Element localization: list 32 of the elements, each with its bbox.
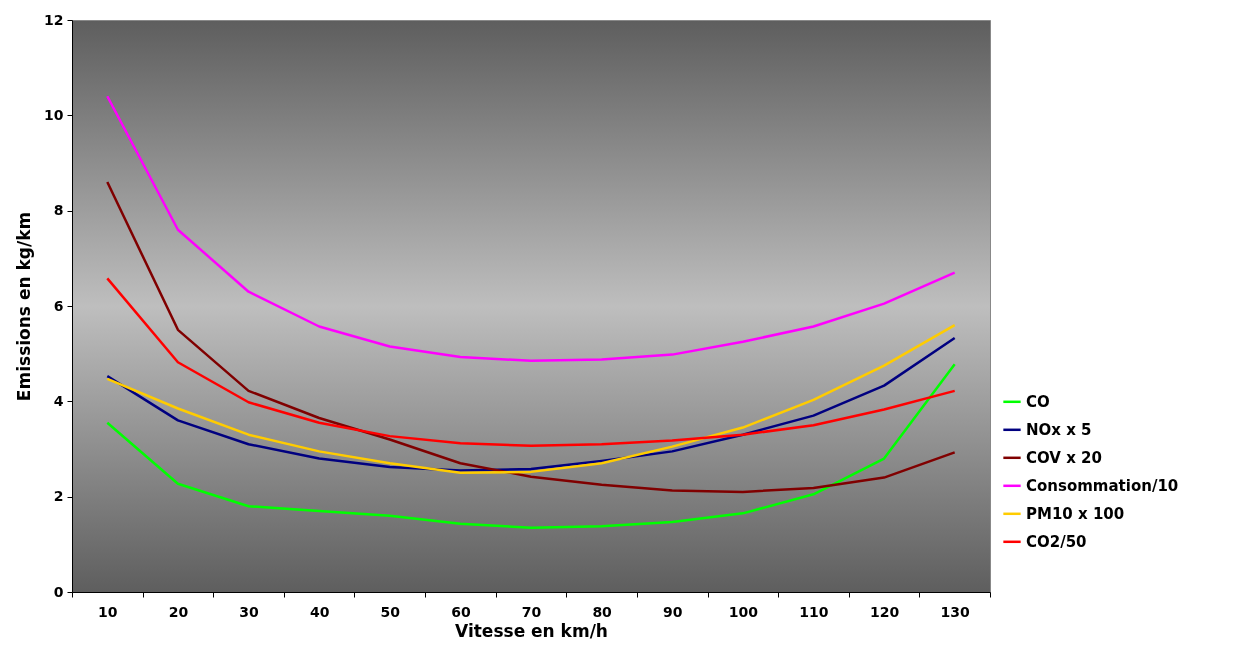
x-axis-title: Vitesse en km/h	[455, 620, 608, 641]
x-tick-label: 40	[309, 603, 330, 620]
x-tick-label: 20	[168, 603, 189, 620]
line-series	[106, 180, 956, 494]
legend-label: CO2/50	[1026, 532, 1087, 551]
y-tick-label: 10	[44, 106, 64, 123]
legend-label: COV x 20	[1026, 448, 1102, 467]
line-series	[106, 277, 956, 447]
x-tick-label: 100	[728, 603, 759, 620]
y-tick-label: 0	[53, 583, 64, 600]
x-tick-label: 70	[521, 603, 542, 620]
y-axis-title: Emissions en kg/km	[14, 211, 35, 402]
y-tick-label: 4	[53, 392, 64, 409]
x-tick-label: 90	[662, 603, 683, 620]
x-tick-label: 130	[940, 603, 971, 620]
line-series	[106, 95, 956, 363]
legend-label: Consommation/10	[1026, 476, 1179, 495]
x-tick-label: 120	[869, 603, 900, 620]
line-series	[106, 362, 956, 529]
y-tick-label: 8	[53, 202, 64, 219]
x-tick-label: 30	[239, 603, 260, 620]
legend-label: PM10 x 100	[1026, 504, 1125, 523]
y-tick-label: 12	[44, 11, 64, 28]
x-tick-label: 50	[380, 603, 401, 620]
x-tick-label: 10	[98, 603, 118, 620]
legend-label: CO	[1026, 392, 1050, 411]
x-tick-label: 80	[592, 603, 613, 620]
x-tick-label: 60	[451, 603, 471, 620]
legend-label: NOx x 5	[1026, 420, 1092, 439]
y-tick-label: 2	[53, 488, 64, 505]
y-tick-label: 6	[53, 297, 64, 314]
x-tick-label: 110	[799, 603, 829, 620]
